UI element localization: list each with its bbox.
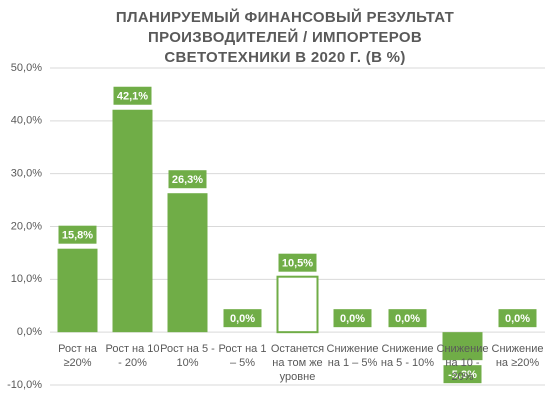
value-label-box (498, 309, 537, 328)
bar (276, 275, 319, 334)
x-tick-label: Рост на 5 - 10% (160, 343, 215, 370)
x-tick-label: Останется на том же уровне (270, 343, 325, 384)
bar (112, 109, 153, 333)
y-tick-label: -10,0% (7, 379, 42, 391)
value-label-box (223, 309, 262, 328)
x-tick-label: Снижение на ≥20% (491, 343, 544, 370)
value-label-box (278, 253, 317, 272)
value-label: 26,3% (172, 174, 203, 186)
y-tick-label: 10,0% (11, 273, 42, 285)
value-label-box (113, 86, 152, 105)
x-tick-label: Снижение на 5 - 10% (380, 343, 435, 370)
value-label: -5,3% (448, 369, 477, 381)
chart-title: ПЛАНИРУЕМЫЙ ФИНАНСОВЫЙ РЕЗУЛЬТАТ ПРОИЗВО… (115, 9, 455, 66)
value-label-box (168, 170, 207, 189)
y-tick-label: 20,0% (11, 220, 42, 232)
y-tick-label: 50,0% (11, 62, 42, 74)
value-label-box (58, 225, 97, 244)
y-tick-label: 0,0% (17, 326, 42, 338)
value-label: 0,0% (395, 313, 420, 325)
x-tick-label: Снижение на 10 - 20% (436, 343, 489, 384)
value-label-box (388, 309, 427, 328)
value-label: 0,0% (340, 313, 365, 325)
y-tick-label: 40,0% (11, 115, 42, 127)
x-tick-label: Рост на 10 - 20% (105, 343, 160, 370)
value-label: 42,1% (117, 91, 148, 103)
value-label: 0,0% (505, 313, 530, 325)
x-tick-label: Рост на 1 – 5% (218, 343, 267, 370)
value-label: 10,5% (282, 258, 313, 270)
value-label-box (443, 365, 482, 384)
bar (167, 193, 208, 333)
x-tick-label: Рост на ≥20% (58, 343, 97, 370)
value-label: 15,8% (62, 230, 93, 242)
x-tick-label: Снижение на 1 – 5% (326, 343, 379, 370)
y-tick-label: 30,0% (11, 168, 42, 180)
bar (442, 332, 483, 361)
bar (57, 248, 98, 333)
value-label: 0,0% (230, 313, 255, 325)
value-label-box (333, 309, 372, 328)
